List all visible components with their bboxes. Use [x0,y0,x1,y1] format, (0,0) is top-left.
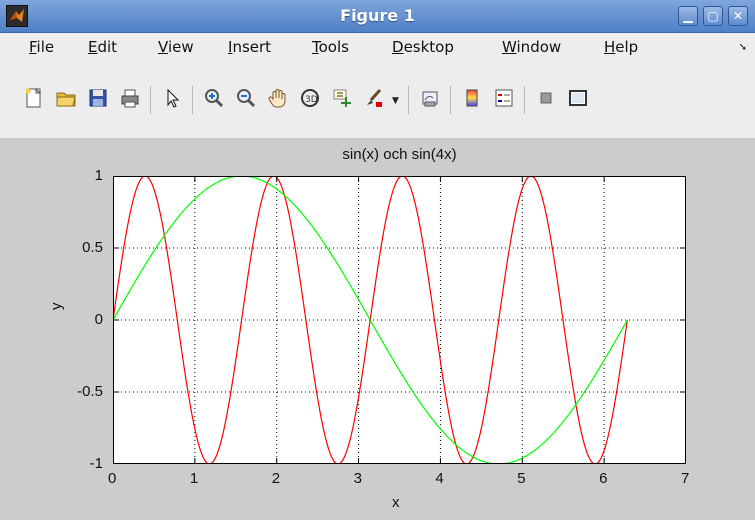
toolbar: 3D ▼ [0,62,755,139]
menu-edit-mnemonic: E [88,38,98,56]
title-bar[interactable]: Figure 1 ▁ ▢ ✕ [0,0,755,33]
minimize-button[interactable]: ▁ [678,6,698,26]
rotate-3d-icon[interactable]: 3D [298,86,322,110]
x-tick-label: 7 [681,470,690,487]
zoom-in-icon[interactable] [202,86,226,110]
menu-tools-mnemonic: T [312,38,319,56]
menu-window-mnemonic: W [502,38,517,56]
menu-view-label: iew [167,38,194,56]
menu-tools[interactable]: Tools [312,38,349,56]
menu-window-label: indow [516,38,562,56]
colorbar-icon[interactable] [460,86,484,110]
menu-window[interactable]: Window [502,38,561,56]
x-tick-label: 3 [353,470,362,487]
menu-insert-label: nsert [232,38,272,56]
x-tick-label: 6 [599,470,608,487]
minimize-icon: ▁ [683,9,693,23]
menu-view[interactable]: View [158,38,194,56]
menu-edit-label: dit [97,38,118,56]
window-title: Figure 1 [340,6,415,25]
menu-view-mnemonic: V [158,38,168,56]
y-tick-label: -0.5 [77,383,103,400]
open-folder-icon[interactable] [54,86,78,110]
legend-icon[interactable] [492,86,516,110]
menu-help-label: elp [615,38,639,56]
brush-icon[interactable] [362,86,386,110]
y-tick-label: -1 [89,455,103,472]
toolbar-separator [192,86,193,114]
menu-tools-label: ools [318,38,349,56]
y-tick-label: 0.5 [82,239,103,256]
plot-title: sin(x) och sin(4x) [342,146,457,163]
link-plot-icon[interactable] [418,86,442,110]
x-tick-label: 2 [271,470,281,487]
close-button[interactable]: ✕ [728,6,748,26]
x-axis-label: x [392,494,400,511]
y-tick-label: 1 [94,167,103,184]
menu-file-label: ile [36,38,55,56]
arrow-pointer-icon[interactable] [160,86,184,110]
show-plot-tools-icon[interactable] [566,86,590,110]
menu-file-mnemonic: F [29,38,37,56]
y-tick-label: 0 [94,311,103,328]
maximize-button[interactable]: ▢ [703,6,723,26]
menu-file[interactable]: File [29,38,54,56]
hide-plot-tools-icon[interactable] [534,86,558,110]
maximize-icon: ▢ [707,9,719,23]
menu-desktop[interactable]: Desktop [392,38,454,56]
x-tick-label: 1 [189,470,199,487]
series-line-sinx[interactable] [113,176,628,464]
x-tick-label: 0 [108,470,117,487]
new-figure-icon[interactable] [22,86,46,110]
matlab-logo-icon[interactable] [6,5,28,27]
menu-desktop-mnemonic: D [392,38,404,56]
toolbar-separator [450,86,451,114]
zoom-out-icon[interactable] [234,86,258,110]
svg-text:3D: 3D [305,95,318,105]
menu-desktop-label: esktop [403,38,454,56]
toolbar-separator [524,86,525,114]
y-axis-label: y [48,302,65,311]
close-icon: ✕ [732,9,744,23]
data-cursor-icon[interactable] [330,86,354,110]
menu-edit[interactable]: Edit [88,38,117,56]
print-icon[interactable] [118,86,142,110]
pan-hand-icon[interactable] [266,86,290,110]
menu-overflow-icon[interactable]: ➘ [738,42,747,53]
menu-bar: File Edit View Insert Tools Desktop Wind… [0,33,755,61]
menu-help-mnemonic: H [604,38,616,56]
plot-axes[interactable] [113,176,686,464]
menu-insert-mnemonic: I [228,38,233,56]
save-icon[interactable] [86,86,110,110]
x-tick-label: 4 [435,470,444,487]
x-tick-label: 5 [517,470,526,487]
toolbar-separator [150,86,151,114]
menu-help[interactable]: Help [604,38,638,56]
menu-insert[interactable]: Insert [228,38,271,56]
axes-frame [113,176,686,464]
brush-dropdown-arrow-icon[interactable]: ▼ [392,96,399,106]
toolbar-separator [408,86,409,114]
